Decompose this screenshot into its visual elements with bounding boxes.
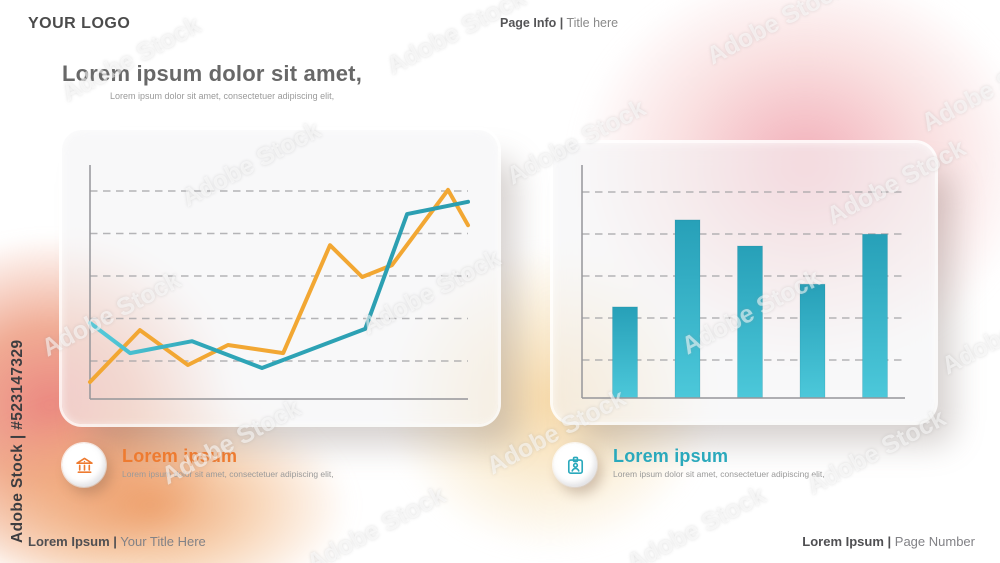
footer-left-label: Lorem Ipsum | — [28, 534, 117, 549]
feature-text: Lorem ipsum Lorem ipsum dolor sit amet, … — [613, 443, 825, 479]
hero-title: Lorem ipsum dolor sit amet, — [62, 61, 363, 86]
bar — [612, 306, 638, 399]
feature-title: Lorem ipsum — [122, 446, 238, 466]
orange-line — [88, 187, 470, 384]
stock-watermark-side: Adobe Stock | #523147329 — [9, 339, 26, 544]
page-info: Page Info | Title here — [500, 16, 618, 30]
feature-item-bank: Lorem ipsum Lorem ipsum dolor sit amet, … — [62, 443, 334, 487]
footer-right-label: Lorem Ipsum | — [802, 534, 892, 549]
feature-item-id-badge: Lorem ipsum Lorem ipsum dolor sit amet, … — [553, 443, 825, 487]
bar-chart-card — [553, 143, 935, 422]
page-info-value: Title here — [566, 16, 619, 30]
hero-subtitle: Lorem ipsum dolor sit amet, consectetuer… — [110, 91, 335, 101]
line-chart — [88, 165, 470, 400]
bar — [799, 283, 826, 399]
footer-left: Lorem Ipsum | Your Title Here — [28, 534, 206, 549]
id-badge-icon — [567, 456, 583, 474]
feature-text: Lorem ipsum Lorem ipsum dolor sit amet, … — [122, 443, 334, 479]
icon-circle — [553, 443, 597, 487]
watermark-tile: Adobe Stock — [382, 0, 531, 81]
bars — [612, 219, 888, 399]
line-chart-card — [62, 130, 498, 424]
bar — [674, 219, 701, 399]
watermark-tile: Adobe Stock — [917, 40, 1000, 138]
feature-description: Lorem ipsum dolor sit amet, consectetuer… — [122, 468, 334, 479]
feature-title: Lorem ipsum — [613, 446, 729, 466]
feature-description: Lorem ipsum dolor sit amet, consectetuer… — [613, 468, 825, 479]
watermark-tile: Adobe Stock — [302, 480, 451, 563]
icon-circle — [62, 443, 106, 487]
axes — [89, 165, 468, 400]
bar-chart — [581, 165, 905, 399]
logo-text: YOUR LOGO — [28, 15, 131, 32]
page-info-label: Page Info | — [500, 16, 564, 30]
bar — [737, 245, 763, 399]
footer-right: Lorem Ipsum | Page Number — [802, 534, 975, 549]
watermark-tile: Adobe Stock — [937, 284, 1000, 381]
bank-icon — [75, 457, 93, 473]
bar — [862, 233, 888, 399]
watermark-tile: Adobe Stock — [622, 480, 771, 563]
teal-line — [88, 199, 470, 370]
watermark-tile: Adobe Stock — [702, 0, 851, 71]
hero-block: Lorem ipsum dolor sit amet, Lorem ipsum … — [62, 61, 362, 101]
footer-right-value: Page Number — [894, 534, 975, 549]
footer-left-value: Your Title Here — [120, 534, 206, 549]
